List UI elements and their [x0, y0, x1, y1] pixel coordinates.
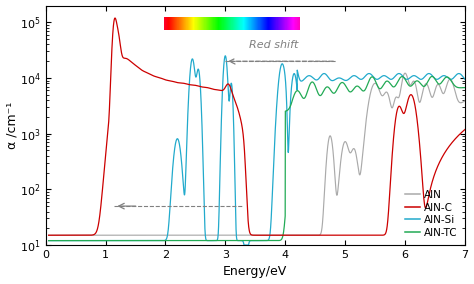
Text: Red shift: Red shift: [248, 40, 298, 50]
X-axis label: Energy/eV: Energy/eV: [223, 266, 287, 278]
Legend: AlN, AlN-C, AlN-Si, AlN-TC: AlN, AlN-C, AlN-Si, AlN-TC: [403, 188, 460, 240]
Y-axis label: α /cm⁻¹: α /cm⁻¹: [6, 102, 18, 149]
